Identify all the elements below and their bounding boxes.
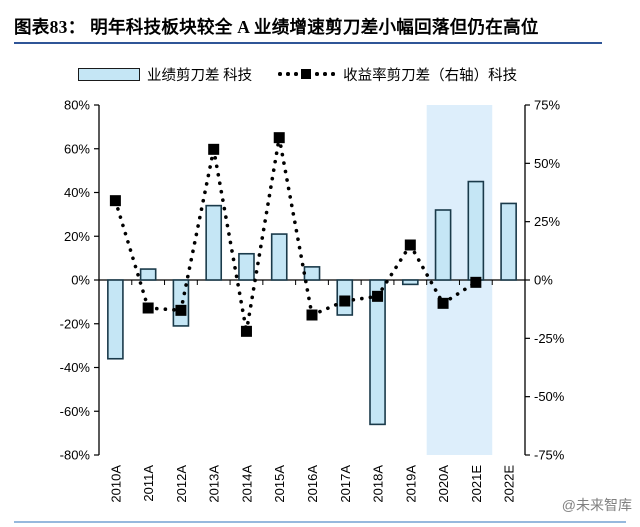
line-marker [306, 309, 318, 321]
legend-bar-swatch [78, 67, 140, 81]
left-axis-tick-label: 20% [64, 229, 90, 244]
footer-divider [14, 521, 626, 523]
line-marker [339, 295, 351, 307]
bar-2015A [270, 233, 288, 281]
watermark-text: @未来智库 [561, 497, 632, 513]
line-marker [240, 325, 252, 337]
right-axis-tick-label: -75% [534, 448, 565, 463]
bar-2020A [434, 209, 452, 281]
page-title: 图表83： 明年科技板块较全 A 业绩增速剪刀差小幅回落但仍在高位 [14, 17, 539, 37]
category-label-2013A: 2013A [207, 465, 222, 503]
category-label-2019A: 2019A [403, 465, 418, 503]
left-axis-tick-label: 40% [64, 185, 90, 200]
dotted-line-segment [310, 299, 347, 317]
left-axis-tick-label: -80% [60, 448, 91, 463]
bar-2016A [303, 266, 321, 281]
title-divider [14, 42, 602, 44]
category-label-2010A: 2010A [108, 465, 123, 503]
category-label-2018A: 2018A [371, 465, 386, 503]
line-marker [437, 297, 449, 309]
category-label-2016A: 2016A [305, 465, 320, 503]
line-marker [208, 143, 220, 155]
category-label-2015A: 2015A [272, 465, 287, 503]
bar-2012A [172, 279, 190, 327]
bar-2022E [500, 202, 517, 281]
bar-2014A [238, 252, 255, 281]
category-label-2014A: 2014A [239, 465, 254, 503]
line-marker [404, 239, 416, 251]
dotted-line-segment [408, 243, 445, 306]
left-axis-tick-label: 80% [64, 98, 90, 113]
legend-item-line: 收益率剪刀差（右轴）科技 [278, 64, 517, 85]
chart-legend: 业绩剪刀差 科技 收益率剪刀差（右轴）科技 [78, 62, 558, 86]
category-label-2021E: 2021E [469, 465, 484, 503]
line-marker [142, 302, 154, 314]
category-label-2017A: 2017A [338, 465, 353, 503]
right-axis-tick-label: -50% [534, 389, 565, 404]
left-axis-tick-label: -20% [60, 316, 91, 331]
right-axis-tick-label: 25% [534, 214, 560, 229]
dotted-line-segment [277, 135, 314, 317]
bar-2010A [107, 279, 124, 360]
line-marker [372, 290, 384, 302]
figure-title-bar: 图表83： 明年科技板块较全 A 业绩增速剪刀差小幅回落但仍在高位 [14, 14, 614, 48]
left-axis-tick-label: -40% [60, 360, 91, 375]
line-marker [470, 276, 482, 288]
bar-2019A [401, 279, 419, 286]
right-axis-tick-label: 0% [534, 273, 553, 288]
dotted-line-segment [179, 147, 216, 313]
category-label-2011A: 2011A [141, 465, 156, 502]
dotted-line-segment [211, 147, 249, 334]
bar-2013A [205, 204, 223, 281]
line-marker [273, 132, 285, 144]
bar-2018A [369, 279, 386, 426]
legend-item-label: 收益率剪刀差（右轴）科技 [343, 67, 518, 84]
right-axis-tick-label: 50% [534, 156, 560, 171]
category-label-2020A: 2020A [436, 465, 451, 503]
bar-2011A [139, 268, 157, 281]
legend-item-bar: 业绩剪刀差 科技 [78, 64, 252, 85]
category-label-2022E: 2022E [502, 465, 517, 503]
right-axis-tick-label: -25% [534, 331, 565, 346]
legend-item-label: 业绩剪刀差 科技 [147, 67, 253, 84]
bar-2021E [467, 180, 485, 281]
dotted-line-segment [113, 198, 150, 310]
left-axis-tick-label: -60% [60, 404, 91, 419]
legend-line-swatch [278, 67, 336, 81]
left-axis-tick-label: 60% [64, 141, 90, 156]
dotted-line-segment [244, 135, 282, 334]
left-axis-tick-label: 0% [71, 273, 90, 288]
dotted-line-segment [375, 243, 413, 299]
category-label-2012A: 2012A [174, 465, 189, 503]
line-marker [175, 304, 187, 316]
right-axis-tick-label: 75% [534, 98, 560, 113]
line-marker [109, 195, 121, 207]
